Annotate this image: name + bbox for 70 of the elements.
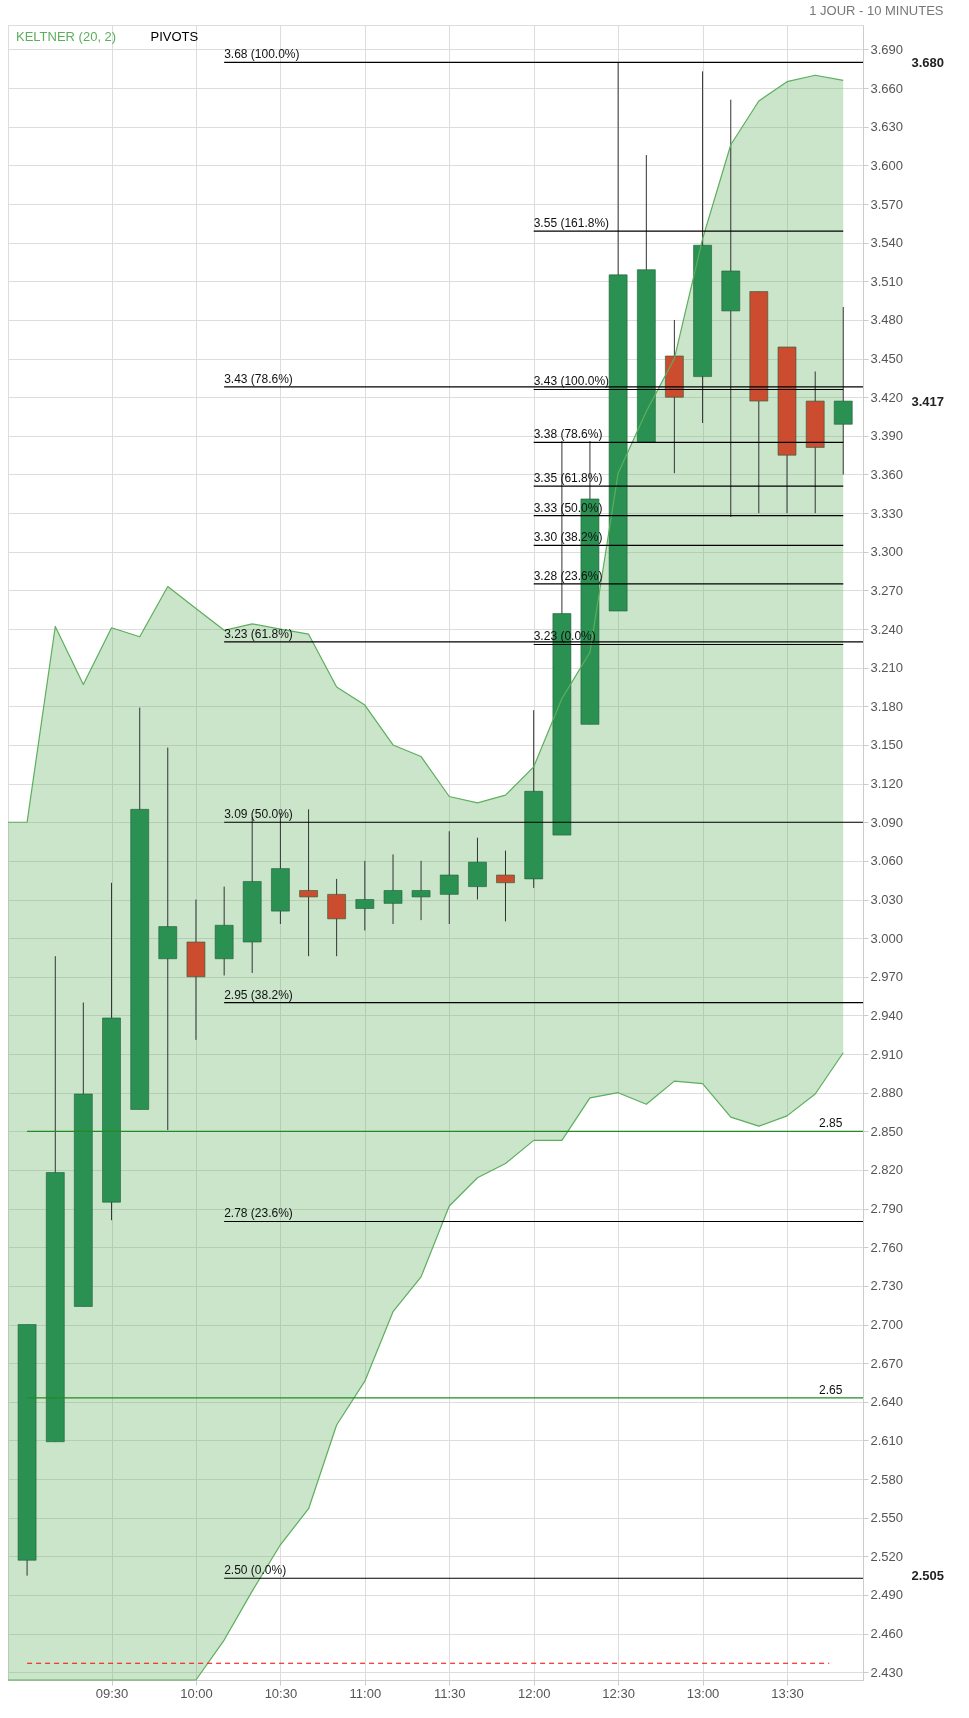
x-tick-label: 11:30 [433,1685,466,1701]
annotation: 3.68 (100.0%) [224,47,300,62]
annotation: 3.55 (161.8%) [533,216,610,231]
annotation: 3.43 (100.0%) [533,374,610,389]
y-tick-label: 2.880 [870,1085,904,1101]
y-tick-label: 2.430 [870,1664,904,1680]
y-tick-label: 2.850 [870,1123,904,1139]
y-tick-label: 3.330 [870,505,904,521]
y-tick-label: 3.000 [870,930,904,946]
x-tick-label: 10:30 [264,1685,298,1701]
y-tick-label: 3.390 [870,428,904,444]
y-tick-label: 3.600 [870,157,904,173]
text: PIVOTS [150,29,199,44]
y-tick-label: 2.640 [870,1394,904,1410]
y-tick-label: 2.910 [870,1046,904,1062]
y-tick-label: 2.520 [870,1548,904,1564]
annotation: 2.85 [819,1116,843,1131]
text: KELTNER (20, 2) [16,29,117,44]
y2-tick-label: 3.680 [911,54,945,70]
y-tick-label: 3.060 [870,853,904,869]
y-tick-label: 2.670 [870,1355,904,1371]
x-tick-label: 13:30 [771,1685,804,1701]
annotation: 2.78 (23.6%) [224,1206,293,1221]
chart-title: 1 JOUR - 10 MINUTES [809,3,944,19]
annotation: 2.65 [819,1382,843,1397]
y-tick-label: 3.120 [870,776,904,792]
y-tick-label: 3.270 [870,582,904,598]
y-tick-label: 2.460 [870,1626,904,1642]
y-tick-label: 2.760 [870,1239,904,1255]
y2-tick-label: 2.505 [911,1568,945,1584]
x-tick-label: 10:00 [180,1685,213,1701]
y-tick-label: 2.580 [870,1471,904,1487]
y-tick-label: 2.730 [870,1278,904,1294]
annotation: 3.35 (61.8%) [533,471,603,486]
y-tick-label: 2.550 [870,1510,904,1526]
annotation: 3.38 (78.6%) [533,427,603,442]
y2-tick-label: 3.417 [911,393,945,409]
x-tick-label: 12:00 [517,1685,551,1701]
y-tick-label: 3.540 [870,235,904,251]
y-tick-label: 3.450 [870,351,904,367]
y-tick-label: 2.940 [870,1007,904,1023]
y-tick-label: 3.090 [870,814,904,830]
y-tick-label: 3.240 [870,621,904,637]
y-tick-label: 3.180 [870,698,904,714]
x-tick-label: 09:30 [95,1685,129,1701]
y-tick-label: 3.420 [870,389,904,405]
y-tick-label: 3.360 [870,466,904,482]
y-tick-label: 3.630 [870,119,904,135]
y-tick-label: 3.690 [870,41,904,57]
y-tick-label: 3.150 [870,737,904,753]
y-tick-label: 3.480 [870,312,904,328]
annotation: 3.43 (78.6%) [224,371,293,386]
y-tick-label: 2.970 [870,969,904,985]
y-tick-label: 2.610 [870,1432,904,1448]
annotation: 3.09 (50.0%) [224,807,293,822]
annotation: 2.95 (38.2%) [224,987,293,1002]
x-tick-label: 12:30 [602,1685,635,1701]
x-tick-label: 13:00 [686,1685,720,1701]
y-tick-label: 2.490 [870,1587,904,1603]
y-tick-label: 2.790 [870,1201,904,1217]
annotation: 3.23 (61.8%) [224,626,293,641]
y-tick-label: 3.570 [870,196,904,212]
y-tick-label: 3.210 [870,660,904,676]
y-tick-label: 2.820 [870,1162,904,1178]
y-tick-label: 3.510 [870,273,904,289]
y-tick-label: 3.030 [870,892,904,908]
y-tick-label: 3.660 [870,80,904,96]
x-tick-label: 11:00 [349,1685,382,1701]
y-tick-label: 2.700 [870,1317,904,1333]
y-tick-label: 3.300 [870,544,904,560]
